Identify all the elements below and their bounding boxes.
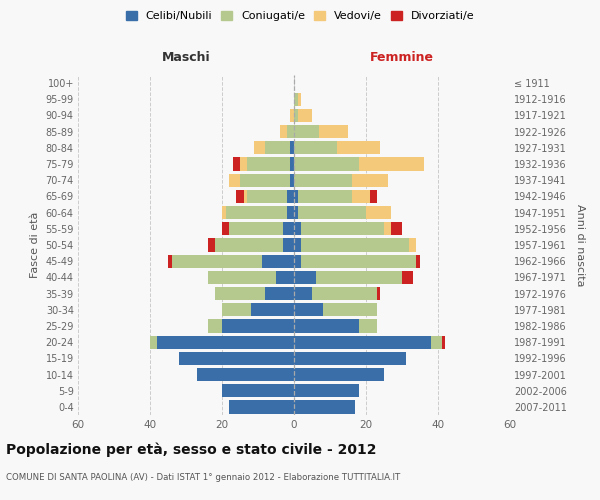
Bar (222, 206, 226, 220)
Y-axis label: Fasce di età: Fasce di età (30, 212, 40, 278)
Bar (168, 254, 172, 268)
Bar (431, 336, 442, 349)
Bar (157, 336, 294, 349)
Bar (294, 238, 301, 252)
Bar (294, 174, 352, 187)
Bar (179, 352, 294, 365)
Bar (236, 190, 244, 203)
Bar (298, 109, 312, 122)
Bar (247, 190, 287, 203)
Bar (294, 92, 298, 106)
Bar (287, 125, 294, 138)
Bar (298, 206, 366, 220)
Bar (294, 222, 301, 235)
Y-axis label: Anni di nascita: Anni di nascita (575, 204, 586, 286)
Bar (208, 238, 215, 252)
Bar (247, 158, 290, 170)
Bar (402, 270, 413, 284)
Bar (298, 92, 301, 106)
Bar (290, 141, 294, 154)
Bar (294, 254, 301, 268)
Bar (391, 222, 402, 235)
Bar (150, 336, 157, 349)
Bar (262, 254, 294, 268)
Bar (301, 238, 409, 252)
Bar (251, 303, 294, 316)
Bar (208, 320, 222, 332)
Bar (370, 190, 377, 203)
Bar (323, 303, 377, 316)
Text: Femmine: Femmine (370, 50, 434, 64)
Bar (294, 400, 355, 413)
Bar (409, 238, 416, 252)
Legend: Celibi/Nubili, Coniugati/e, Vedovi/e, Divorziati/e: Celibi/Nubili, Coniugati/e, Vedovi/e, Di… (125, 10, 475, 21)
Bar (352, 174, 388, 187)
Text: Maschi: Maschi (161, 50, 211, 64)
Bar (301, 222, 384, 235)
Bar (352, 190, 370, 203)
Bar (384, 222, 391, 235)
Bar (298, 190, 352, 203)
Bar (294, 384, 359, 398)
Bar (222, 303, 251, 316)
Bar (301, 254, 416, 268)
Bar (226, 206, 287, 220)
Bar (294, 368, 384, 381)
Bar (377, 287, 380, 300)
Bar (290, 109, 294, 122)
Bar (294, 270, 316, 284)
Bar (265, 141, 290, 154)
Bar (442, 336, 445, 349)
Bar (294, 141, 337, 154)
Bar (208, 270, 276, 284)
Text: COMUNE DI SANTA PAOLINA (AV) - Dati ISTAT 1° gennaio 2012 - Elaborazione TUTTITA: COMUNE DI SANTA PAOLINA (AV) - Dati ISTA… (6, 472, 400, 482)
Bar (283, 238, 294, 252)
Bar (197, 368, 294, 381)
Bar (229, 222, 283, 235)
Bar (215, 238, 283, 252)
Bar (359, 320, 377, 332)
Bar (229, 400, 294, 413)
Bar (240, 174, 290, 187)
Bar (222, 222, 229, 235)
Bar (280, 125, 287, 138)
Bar (172, 254, 262, 268)
Bar (254, 141, 265, 154)
Bar (294, 287, 312, 300)
Bar (294, 125, 319, 138)
Bar (316, 270, 402, 284)
Bar (290, 158, 294, 170)
Bar (215, 287, 265, 300)
Bar (290, 174, 294, 187)
Bar (222, 320, 294, 332)
Bar (319, 125, 348, 138)
Bar (416, 254, 420, 268)
Text: Popolazione per età, sesso e stato civile - 2012: Popolazione per età, sesso e stato civil… (6, 442, 377, 457)
Bar (294, 206, 298, 220)
Bar (294, 109, 298, 122)
Bar (294, 303, 323, 316)
Bar (287, 206, 294, 220)
Bar (276, 270, 294, 284)
Bar (294, 158, 359, 170)
Bar (244, 190, 247, 203)
Bar (366, 206, 391, 220)
Bar (294, 352, 406, 365)
Bar (265, 287, 294, 300)
Bar (287, 190, 294, 203)
Bar (294, 320, 359, 332)
Bar (229, 174, 240, 187)
Bar (294, 336, 431, 349)
Bar (222, 384, 294, 398)
Bar (359, 158, 424, 170)
Bar (294, 190, 298, 203)
Bar (337, 141, 380, 154)
Bar (240, 158, 247, 170)
Bar (312, 287, 377, 300)
Bar (233, 158, 240, 170)
Bar (283, 222, 294, 235)
